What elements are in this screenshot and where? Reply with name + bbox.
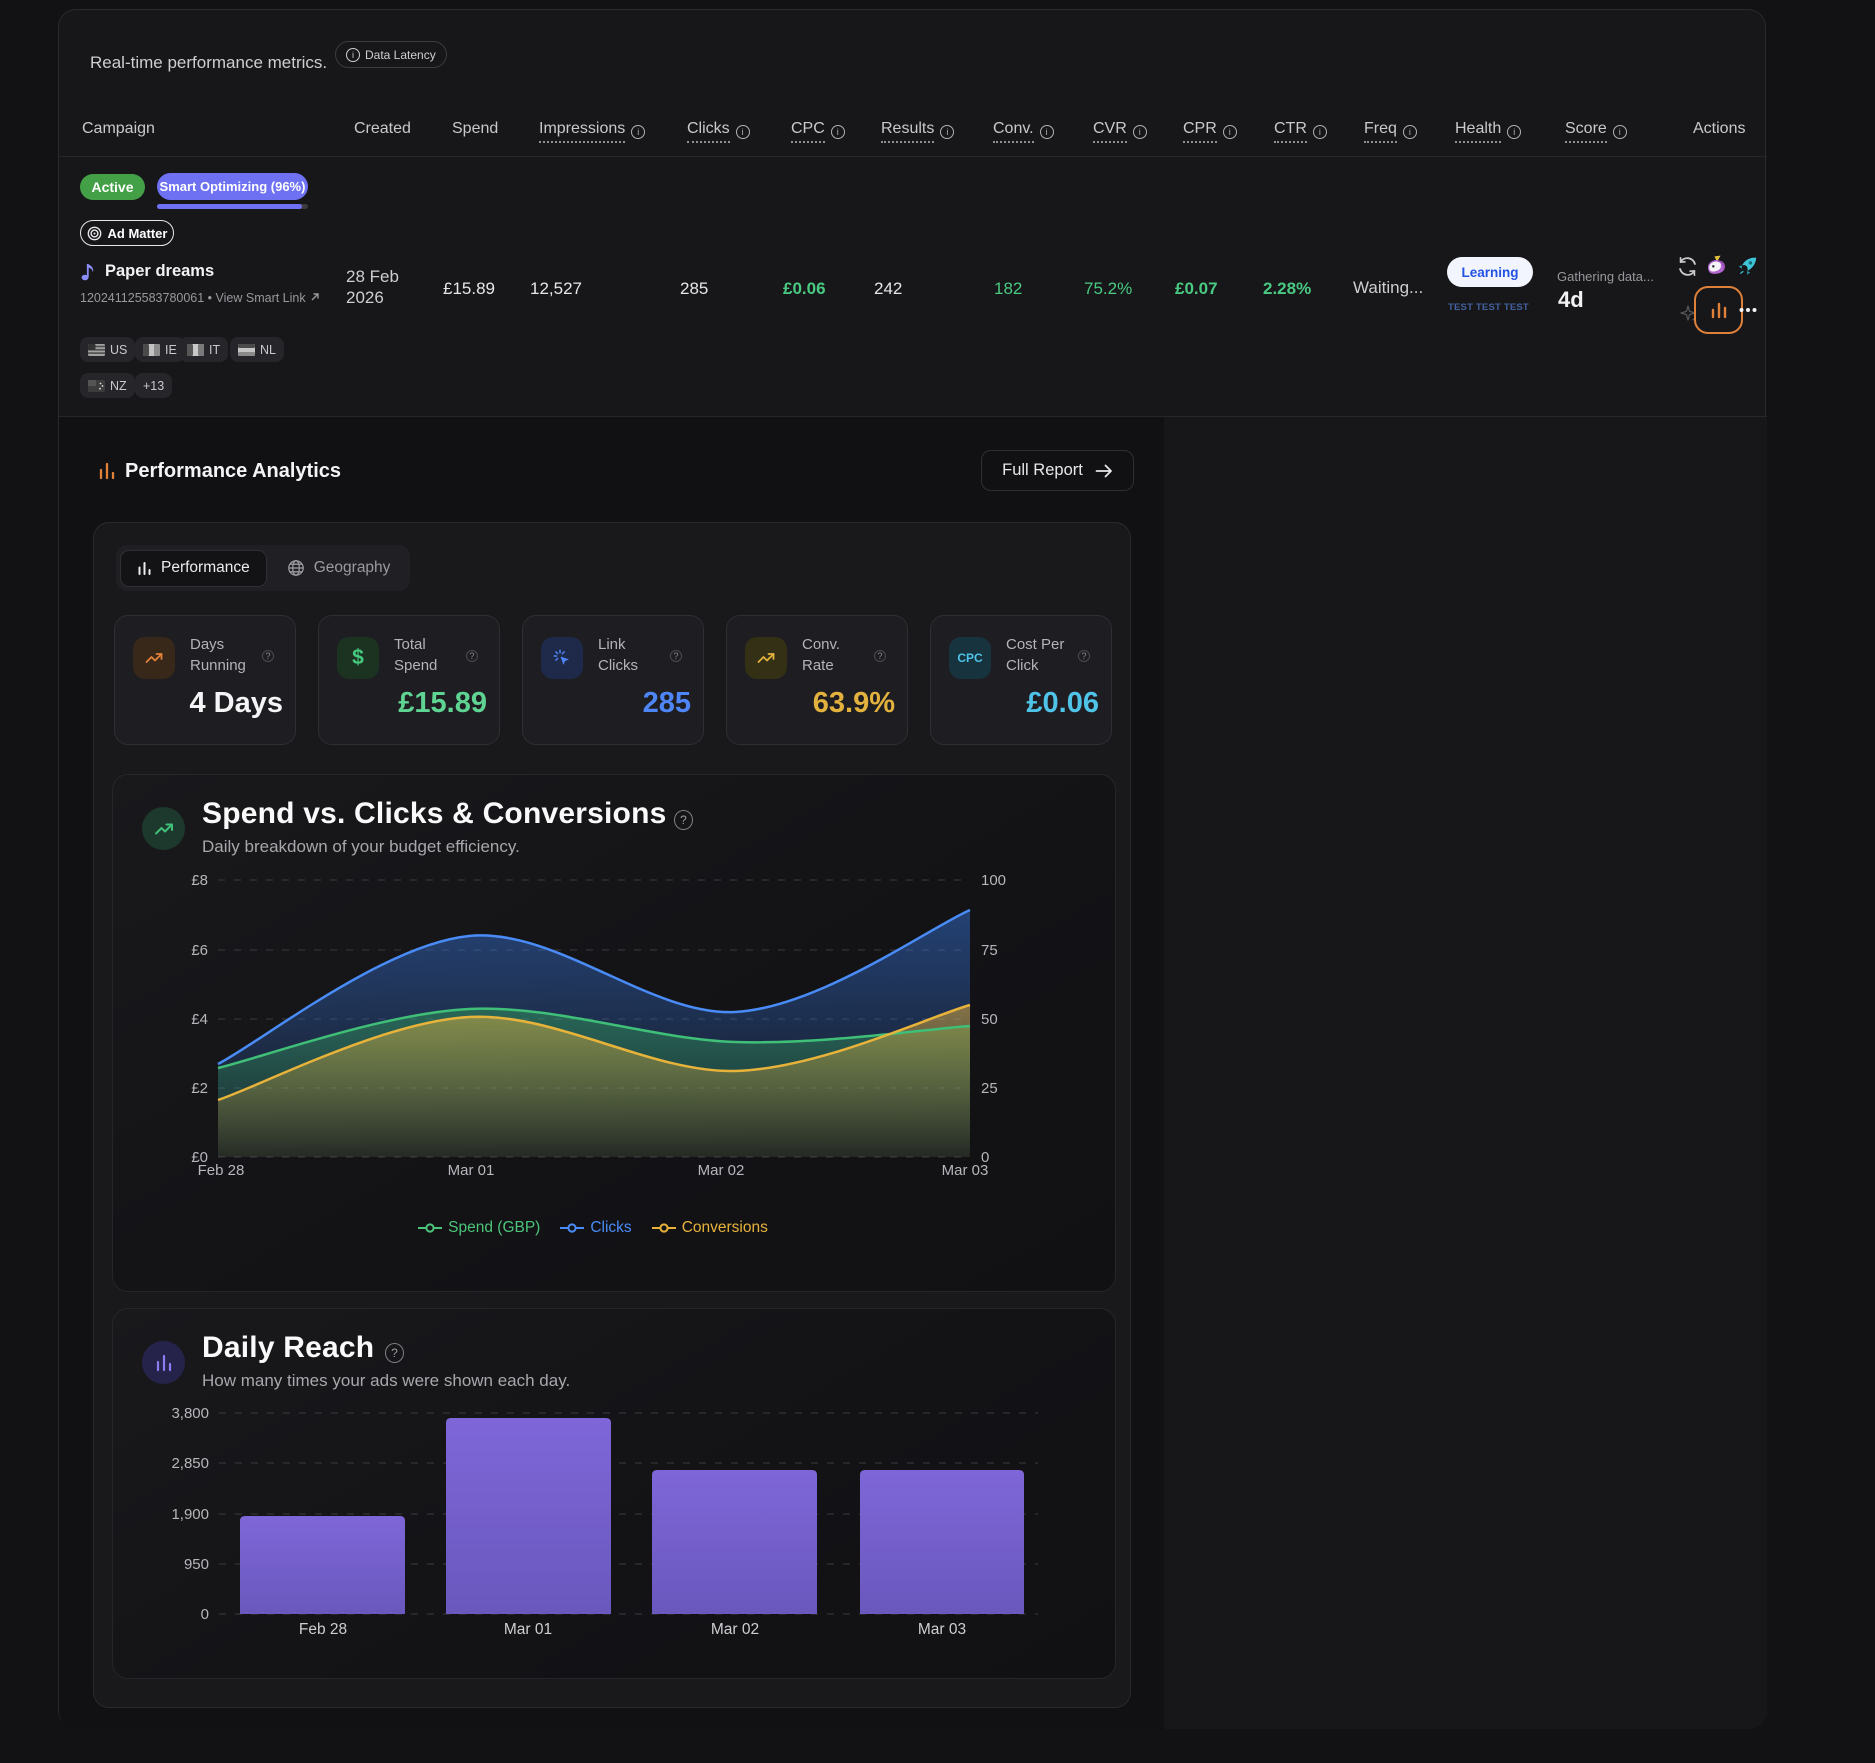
svg-text:950: 950 (184, 1556, 209, 1573)
svg-text:£2: £2 (191, 1080, 208, 1097)
svg-text:2,850: 2,850 (171, 1455, 209, 1472)
svg-text:0: 0 (201, 1606, 209, 1623)
svg-text:Feb 28: Feb 28 (198, 1162, 245, 1179)
svg-text:0: 0 (981, 1149, 989, 1166)
svg-text:Mar 03: Mar 03 (918, 1621, 966, 1638)
svg-text:Mar 03: Mar 03 (942, 1162, 989, 1179)
svg-text:Mar 01: Mar 01 (504, 1621, 552, 1638)
svg-text:£8: £8 (191, 872, 208, 889)
svg-text:£4: £4 (191, 1011, 208, 1028)
svg-text:Feb 28: Feb 28 (299, 1621, 347, 1638)
svg-text:Mar 02: Mar 02 (711, 1621, 759, 1638)
svg-text:£6: £6 (191, 942, 208, 959)
svg-text:1,900: 1,900 (171, 1506, 209, 1523)
svg-text:Mar 01: Mar 01 (448, 1162, 495, 1179)
svg-text:75: 75 (981, 942, 998, 959)
svg-text:Mar 02: Mar 02 (698, 1162, 745, 1179)
svg-text:50: 50 (981, 1011, 998, 1028)
svg-text:£0: £0 (191, 1149, 208, 1166)
svg-text:100: 100 (981, 872, 1006, 889)
svg-text:3,800: 3,800 (171, 1405, 209, 1422)
svg-text:25: 25 (981, 1080, 998, 1097)
